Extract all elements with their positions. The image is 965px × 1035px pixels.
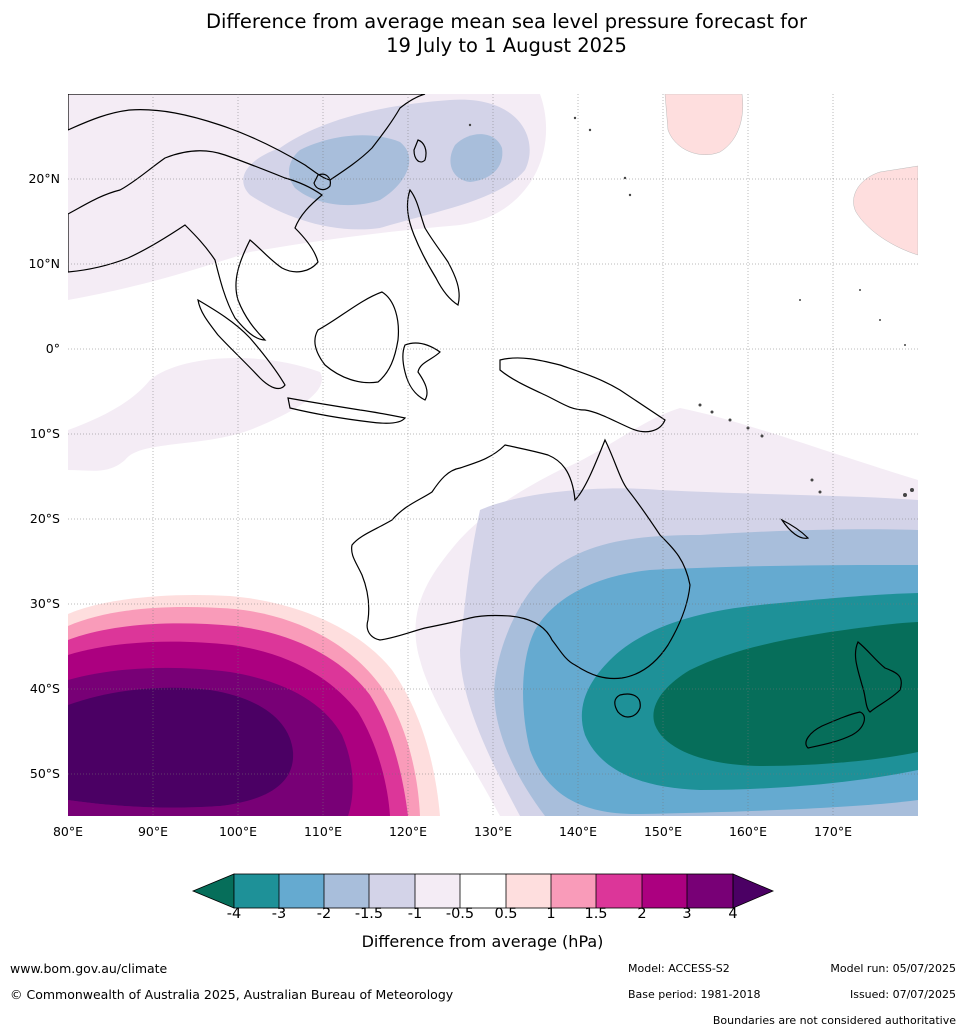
colorbar-tick: -1 <box>407 906 423 922</box>
lat-label-50s: 50°S <box>29 766 60 781</box>
lon-label-170e: 170°E <box>813 824 852 839</box>
colorbar-extend-high <box>732 873 775 909</box>
map-title: Difference from average mean sea level p… <box>0 10 965 58</box>
coast-australia <box>351 438 691 680</box>
coast-sulawesi <box>402 342 441 401</box>
colorbar-tick: -2 <box>316 906 332 922</box>
coast-new-zealand-north <box>854 641 902 713</box>
coast-china <box>68 94 426 181</box>
colorbar-tick: 4 <box>728 906 738 922</box>
lat-label-0: 0° <box>45 341 60 356</box>
coast-mainland-asia <box>68 150 323 341</box>
colorbar-tick: 1.5 <box>584 906 608 922</box>
coast-tasmania <box>614 693 641 718</box>
footer-disclaimer: Boundaries are not considered authoritat… <box>712 1014 956 1027</box>
lon-label-130e: 130°E <box>473 824 512 839</box>
title-line-2: 19 July to 1 August 2025 <box>386 34 627 57</box>
colorbar-segment <box>551 874 596 908</box>
lat-label-30s: 30°S <box>29 596 60 611</box>
coast-new-caledonia <box>780 518 810 539</box>
footer-copyright: © Commonwealth of Australia 2025, Austra… <box>10 987 454 1002</box>
coast-new-guinea <box>499 357 666 433</box>
footer-base-period: Base period: 1981-2018 <box>628 988 761 1001</box>
lat-label-20s: 20°S <box>29 511 60 526</box>
colorbar-segment <box>369 874 415 908</box>
contour-pos-4-south <box>68 687 294 808</box>
footer-model-run: Model run: 05/07/2025 <box>830 962 956 975</box>
coast-java <box>287 397 407 424</box>
colorbar-segment <box>596 874 642 908</box>
lon-label-160e: 160°E <box>728 824 767 839</box>
footer-url[interactable]: www.bom.gov.au/climate <box>10 961 168 976</box>
colorbar-tick: -0.5 <box>445 906 475 922</box>
colorbar-tick: -4 <box>226 906 242 922</box>
colorbar-tick: 2 <box>637 906 647 922</box>
footer-model: Model: ACCESS-S2 <box>628 962 730 975</box>
colorbar <box>191 873 775 909</box>
coast-philippines <box>406 188 460 306</box>
colorbar-segment <box>506 874 551 908</box>
coast-hainan <box>313 173 331 191</box>
contour-neg-1-5-north <box>288 135 410 206</box>
small-islands <box>468 116 914 497</box>
contour-neg-4-south <box>653 622 918 766</box>
graticule <box>68 94 918 816</box>
contour-neg-1-5-north-b <box>450 134 503 182</box>
lon-label-150e: 150°E <box>643 824 682 839</box>
colorbar-tick: 3 <box>682 906 692 922</box>
lon-label-80e: 80°E <box>52 824 84 839</box>
lon-label-100e: 100°E <box>218 824 257 839</box>
coast-new-zealand-south <box>805 711 866 749</box>
coast-taiwan <box>413 139 427 163</box>
lat-label-10n: 10°N <box>28 256 60 271</box>
colorbar-segment <box>234 874 279 908</box>
anomaly-contours <box>68 94 918 816</box>
lon-label-120e: 120°E <box>388 824 427 839</box>
title-line-1: Difference from average mean sea level p… <box>206 10 807 33</box>
colorbar-title: Difference from average (hPa) <box>361 932 604 951</box>
lon-label-140e: 140°E <box>558 824 597 839</box>
colorbar-segment <box>324 874 369 908</box>
colorbar-tick: -1.5 <box>354 906 384 922</box>
contour-pos-0-5-ne1 <box>664 94 743 156</box>
footer-issued: Issued: 07/07/2025 <box>849 988 956 1001</box>
contour-pos-3-bottom <box>68 780 340 816</box>
lat-label-10s: 10°S <box>29 426 60 441</box>
colorbar-segment <box>415 874 460 908</box>
colorbar-tick: 0.5 <box>494 906 518 922</box>
contour-neg-0-5-tropics <box>68 358 322 471</box>
coastlines <box>68 94 902 749</box>
colorbar-segment <box>687 874 733 908</box>
lon-label-110e: 110°E <box>303 824 342 839</box>
lat-label-20n: 20°N <box>28 171 60 186</box>
coast-sumatra <box>197 298 286 390</box>
colorbar-tick: -3 <box>271 906 287 922</box>
coast-borneo <box>314 291 400 384</box>
colorbar-tick: 1 <box>546 906 556 922</box>
lat-label-40s: 40°S <box>29 681 60 696</box>
colorbar-extend-low <box>191 873 235 909</box>
colorbar-segment <box>460 874 506 908</box>
colorbar-segment <box>279 874 324 908</box>
colorbar-segment <box>642 874 687 908</box>
lon-label-90e: 90°E <box>137 824 169 839</box>
contour-pos-0-5-ne2 <box>853 165 918 256</box>
